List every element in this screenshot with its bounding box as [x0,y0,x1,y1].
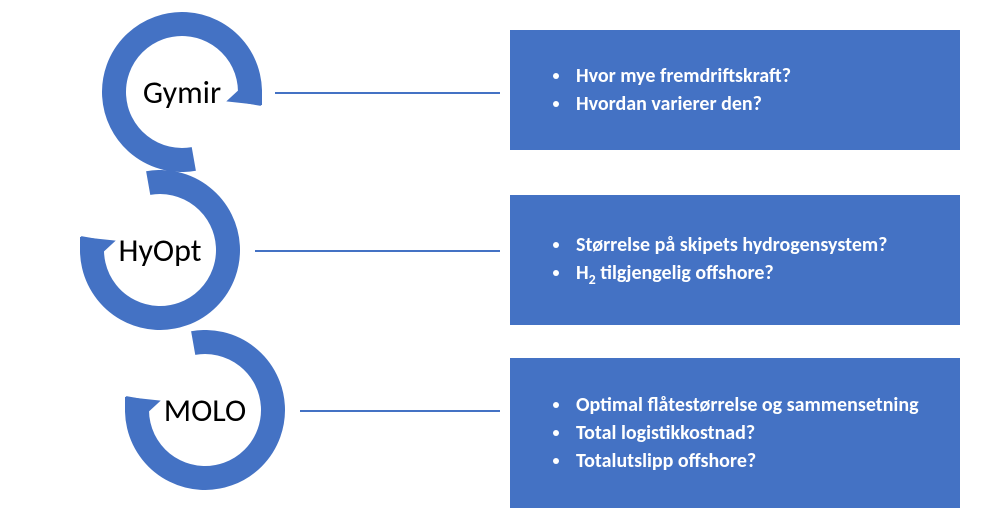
connector-gymir [275,92,500,94]
box-gymir: Hvor mye fremdriftskraft? Hvordan varier… [510,30,960,150]
bullet: Optimal flåtestørrelse og sammensetning [572,391,919,419]
box-hyopt-list: Størrelse på skipets hydrogensystem? H2 … [554,231,887,290]
arc-molo-path [137,342,273,478]
connector-molo [300,410,500,412]
box-molo-list: Optimal flåtestørrelse og sammensetning … [554,391,919,475]
node-molo: MOLO [125,330,285,490]
box-hyopt: Størrelse på skipets hydrogensystem? H2 … [510,195,960,325]
bullet: Hvordan varierer den? [572,90,791,118]
bullet: Hvor mye fremdriftskraft? [572,62,791,90]
arc-gymir-svg [102,12,262,172]
arc-molo-svg [125,330,285,490]
arc-gymir-path [114,24,250,160]
bullet: H2 tilgjengelig offshore? [572,259,887,290]
bullet: Totalutslipp offshore? [572,447,919,475]
connector-hyopt [255,250,500,252]
bullet: Størrelse på skipets hydrogensystem? [572,231,887,259]
diagram-stage: Gymir Hvor mye fremdriftskraft? Hvordan … [0,0,1000,524]
arc-hyopt-path [92,182,228,318]
box-molo: Optimal flåtestørrelse og sammensetning … [510,358,960,508]
bullet: Total logistikkostnad? [572,419,919,447]
node-hyopt: HyOpt [80,170,240,330]
box-gymir-list: Hvor mye fremdriftskraft? Hvordan varier… [554,62,791,118]
arc-hyopt-svg [80,170,240,330]
node-gymir: Gymir [102,12,262,172]
